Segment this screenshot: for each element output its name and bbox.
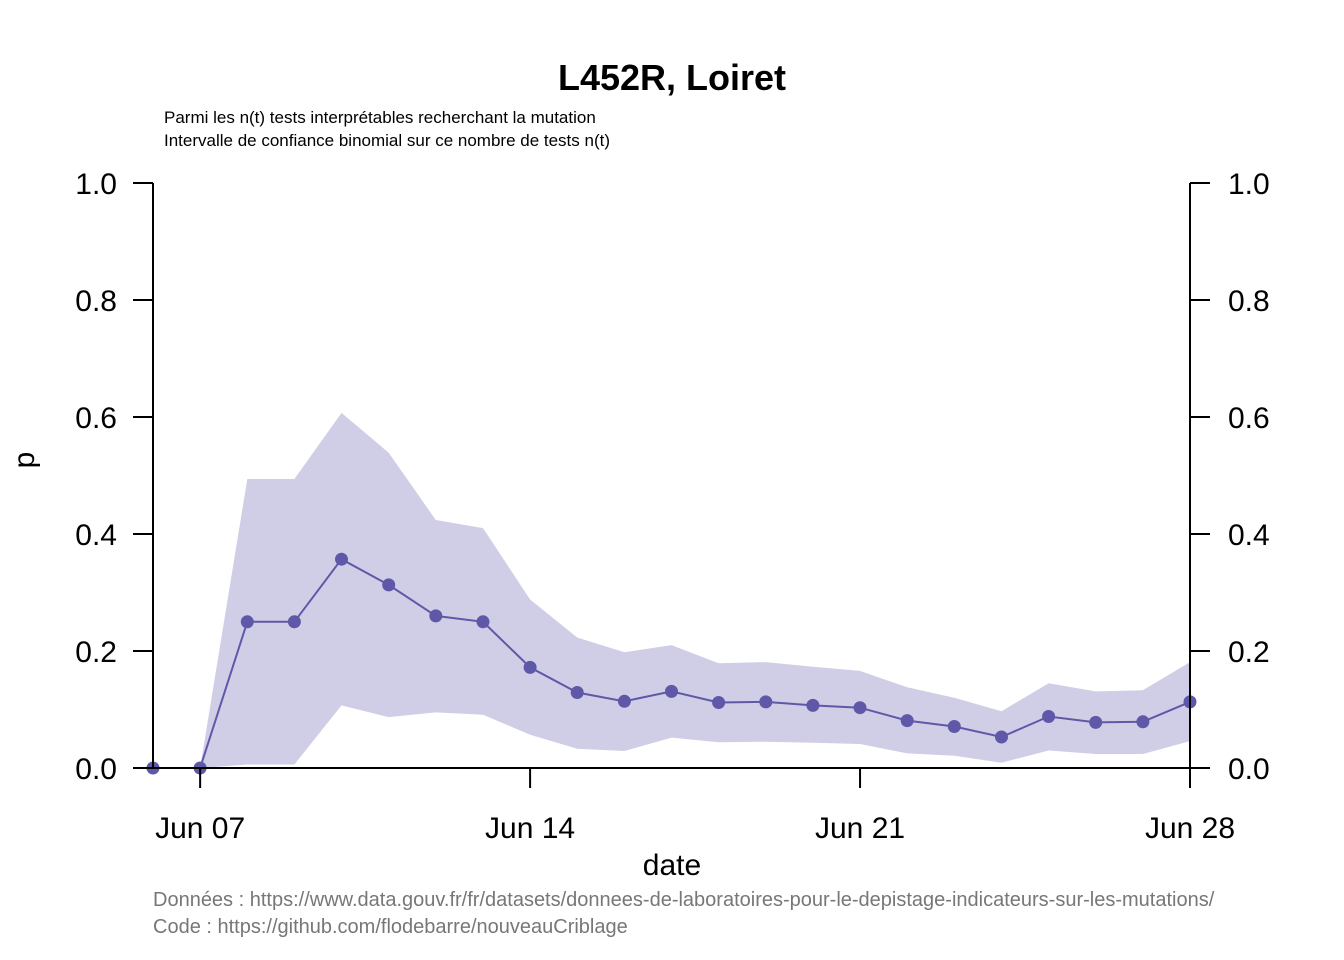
data-point [900,714,914,728]
data-point [995,730,1008,744]
x-ticks: Jun 07 Jun 14 Jun 21 Jun 28 [155,768,1235,845]
right-y-tick-label: 0.2 [1228,636,1270,669]
y-tick-label: 0.0 [75,753,117,786]
data-point [476,615,490,629]
data-point [665,684,678,698]
right-y-tick-label: 1.0 [1228,168,1270,201]
code-source-note: Code : https://github.com/flodebarre/nou… [153,916,628,938]
data-point [570,686,584,699]
confidence-band [153,412,1190,768]
x-tick-label: Jun 21 [815,812,905,845]
data-point [287,615,301,629]
data-point [712,696,726,709]
y-tick-label: 1.0 [75,168,117,201]
chart-subtitle-line-1: Parmi les n(t) tests interprétables rech… [164,108,596,127]
data-point [617,694,631,708]
axes: 0.0 0.2 0.4 0.6 0.8 1.0 0.0 0.2 0.4 0.6 0.8 1.0 Ju… [75,168,1269,845]
right-y-tick-label: 0.6 [1228,402,1270,435]
data-point [1042,710,1056,723]
x-tick-label: Jun 07 [155,812,245,845]
left-y-ticks: 0.0 0.2 0.4 0.6 0.8 1.0 [75,168,153,786]
x-axis-title: date [643,849,701,882]
data-point [382,578,396,592]
chart-subtitle-line-2: Intervalle de confiance binomial sur ce … [164,131,610,150]
data-point [1136,715,1150,729]
y-tick-label: 0.2 [75,636,117,669]
confidence-band-layer [153,412,1190,768]
data-point [853,701,867,715]
data-point [523,660,537,674]
y-tick-label: 0.6 [75,402,117,435]
data-point [335,552,348,566]
data-point [759,695,773,709]
data-point [429,609,443,623]
y-tick-label: 0.4 [75,519,117,552]
x-tick-label: Jun 14 [485,812,575,845]
chart-title: L452R, Loiret [558,57,786,98]
right-y-ticks: 0.0 0.2 0.4 0.6 0.8 1.0 [1190,168,1270,786]
x-tick-label: Jun 28 [1145,812,1235,845]
data-point [947,720,961,733]
data-point [1089,715,1103,729]
y-axis-title: p [8,452,41,469]
right-y-tick-label: 0.8 [1228,285,1270,318]
right-y-tick-label: 0.0 [1228,753,1270,786]
data-point [806,698,820,712]
y-tick-label: 0.8 [75,285,117,318]
data-point [240,615,254,629]
data-source-note: Données : https://www.data.gouv.fr/fr/da… [153,889,1215,911]
right-y-tick-label: 0.4 [1228,519,1270,552]
